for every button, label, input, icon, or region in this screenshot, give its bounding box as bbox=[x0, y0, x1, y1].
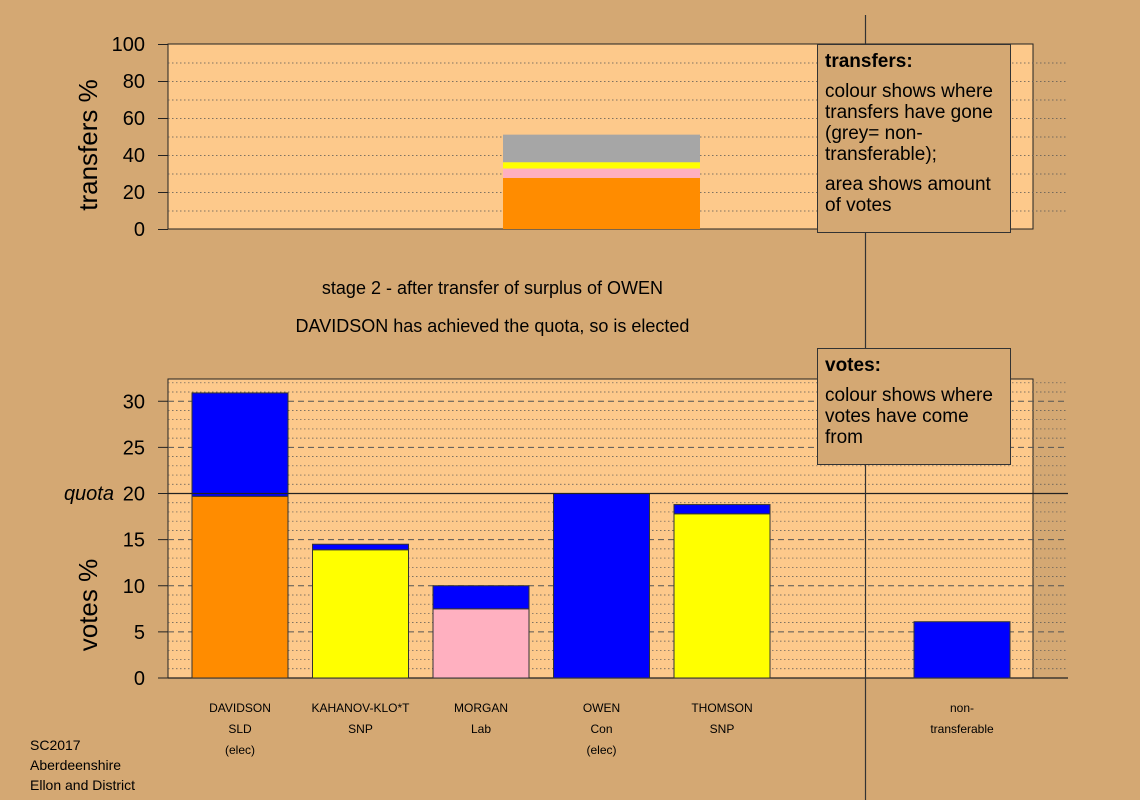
votes-legend-title: votes: bbox=[825, 355, 881, 376]
vote-segment bbox=[432, 608, 530, 679]
vote-segment bbox=[312, 549, 409, 679]
candidate-name: THOMSON bbox=[691, 701, 752, 715]
candidate-party: SNP bbox=[710, 722, 735, 736]
nontransferable-label-line1: non- bbox=[950, 701, 974, 715]
vote-segment bbox=[312, 543, 409, 551]
vote-segment bbox=[191, 495, 289, 679]
y-tick-label: 15 bbox=[123, 530, 145, 552]
candidate-party: SNP bbox=[348, 722, 373, 736]
election-info: SC2017 Aberdeenshire Ellon and District bbox=[30, 735, 135, 795]
votes-y-axis-label: votes % bbox=[73, 559, 103, 652]
candidate-name: MORGAN bbox=[454, 701, 508, 715]
candidate-party: SLD bbox=[228, 722, 252, 736]
transfer-segment bbox=[503, 134, 700, 163]
elected-caption: DAVIDSON has achieved the quota, so is e… bbox=[295, 316, 690, 336]
council-name: Aberdeenshire bbox=[30, 757, 122, 773]
transfers-legend-colour-text: colour shows where transfers have gone (… bbox=[825, 81, 993, 165]
candidate-name: OWEN bbox=[583, 701, 620, 715]
vote-segment bbox=[673, 513, 771, 679]
stage-caption: stage 2 - after transfer of surplus of O… bbox=[321, 278, 664, 298]
y-tick-label: 40 bbox=[123, 145, 145, 167]
votes-legend-text: colour shows where votes have come from bbox=[825, 385, 993, 448]
candidate-party: Lab bbox=[471, 722, 491, 736]
transfers-y-axis-label: transfers % bbox=[73, 79, 103, 211]
candidate-name: DAVIDSON bbox=[209, 701, 271, 715]
votes-y-ticks: 0 5 10 15 20 25 30 bbox=[123, 391, 168, 690]
y-tick-label: 100 bbox=[112, 34, 145, 56]
category-labels: DAVIDSON SLD (elec) KAHANOV-KLO*T SNP MORGAN L… bbox=[209, 701, 994, 757]
quota-label: quota bbox=[64, 483, 114, 505]
transfers-legend: transfers: colour shows where transfers … bbox=[817, 44, 1011, 233]
vote-segment bbox=[673, 504, 771, 515]
votes-legend: votes: colour shows where votes have com… bbox=[817, 348, 1011, 465]
vote-segment bbox=[191, 392, 289, 497]
y-tick-label: 30 bbox=[123, 391, 145, 413]
y-tick-label: 20 bbox=[123, 182, 145, 204]
votes-bars bbox=[191, 392, 1011, 679]
y-tick-label: 60 bbox=[123, 108, 145, 130]
vote-segment bbox=[432, 585, 530, 610]
transfer-segment bbox=[503, 168, 700, 178]
transfers-legend-title: transfers: bbox=[825, 51, 913, 72]
y-tick-label: 5 bbox=[134, 622, 145, 644]
y-tick-label: 0 bbox=[134, 668, 145, 690]
ward-name: Ellon and District bbox=[30, 777, 136, 793]
vote-segment bbox=[553, 493, 650, 679]
y-tick-label: 10 bbox=[123, 576, 145, 598]
y-tick-label: 25 bbox=[123, 437, 145, 459]
candidate-party: Con bbox=[590, 722, 612, 736]
candidate-status: (elec) bbox=[225, 743, 255, 757]
candidate-name: KAHANOV-KLO*T bbox=[311, 701, 410, 715]
y-tick-label: 0 bbox=[134, 219, 145, 241]
y-tick-label: 80 bbox=[123, 71, 145, 93]
transfer-segment bbox=[503, 162, 700, 169]
nontransferable-label-line2: transferable bbox=[930, 722, 994, 736]
transfer-segment bbox=[503, 177, 700, 229]
candidate-status: (elec) bbox=[586, 743, 616, 757]
transfers-bars bbox=[503, 134, 700, 229]
vote-segment bbox=[913, 621, 1011, 679]
election-name: SC2017 bbox=[30, 737, 81, 753]
transfers-y-ticks: 0 20 40 60 80 100 bbox=[112, 34, 168, 241]
transfers-legend-area-text: area shows amount of votes bbox=[825, 174, 991, 216]
y-tick-label: 20 bbox=[123, 484, 145, 506]
